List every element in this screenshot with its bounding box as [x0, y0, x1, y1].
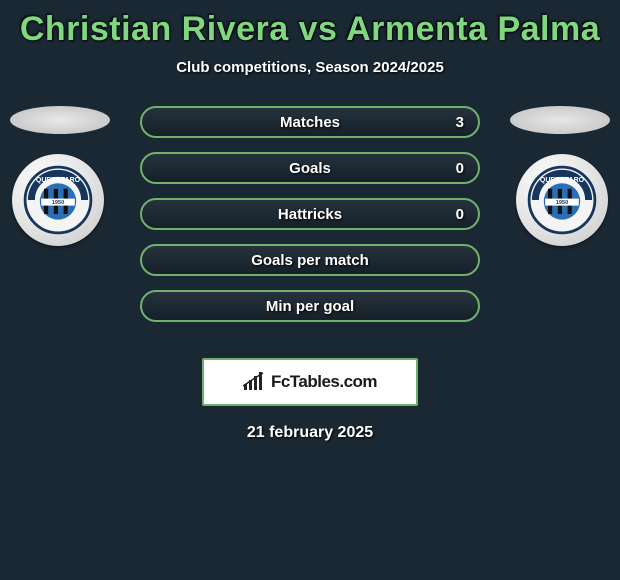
stat-label: Matches — [280, 114, 340, 131]
stat-label: Goals per match — [251, 252, 369, 269]
stat-label: Goals — [289, 160, 331, 177]
stat-row-hattricks: Hattricks 0 — [140, 198, 480, 230]
date-text: 21 february 2025 — [0, 424, 620, 442]
svg-text:QUERETARO: QUERETARO — [540, 177, 585, 184]
team-badge-right: QUERETARO 1950 — [516, 154, 608, 246]
queretaro-crest-icon: QUERETARO 1950 — [527, 165, 597, 235]
svg-text:1950: 1950 — [556, 200, 568, 206]
stat-row-matches: Matches 3 — [140, 106, 480, 138]
stat-row-min-per-goal: Min per goal — [140, 290, 480, 322]
subtitle: Club competitions, Season 2024/2025 — [0, 59, 620, 76]
bar-chart-icon — [243, 372, 267, 392]
page-title: Christian Rivera vs Armenta Palma — [0, 0, 620, 49]
brand-box[interactable]: FcTables.com — [202, 358, 418, 406]
stat-right-value: 0 — [456, 160, 464, 177]
svg-text:QUERETARO: QUERETARO — [36, 177, 81, 184]
brand-text: FcTables.com — [271, 372, 377, 392]
stat-row-goals: Goals 0 — [140, 152, 480, 184]
svg-text:1950: 1950 — [52, 200, 64, 206]
player-placeholder-left — [10, 106, 110, 134]
stat-label: Hattricks — [278, 206, 342, 223]
team-badge-left: QUERETARO 1950 — [12, 154, 104, 246]
stat-right-value: 0 — [456, 206, 464, 223]
stat-row-goals-per-match: Goals per match — [140, 244, 480, 276]
stats-list: Matches 3 Goals 0 Hattricks 0 Goals per … — [140, 106, 480, 322]
stat-right-value: 3 — [456, 114, 464, 131]
player-placeholder-right — [510, 106, 610, 134]
queretaro-crest-icon: QUERETARO 1950 — [23, 165, 93, 235]
comparison-arena: QUERETARO 1950 QUERETARO 1950 Matches — [0, 106, 620, 336]
stat-label: Min per goal — [266, 298, 354, 315]
